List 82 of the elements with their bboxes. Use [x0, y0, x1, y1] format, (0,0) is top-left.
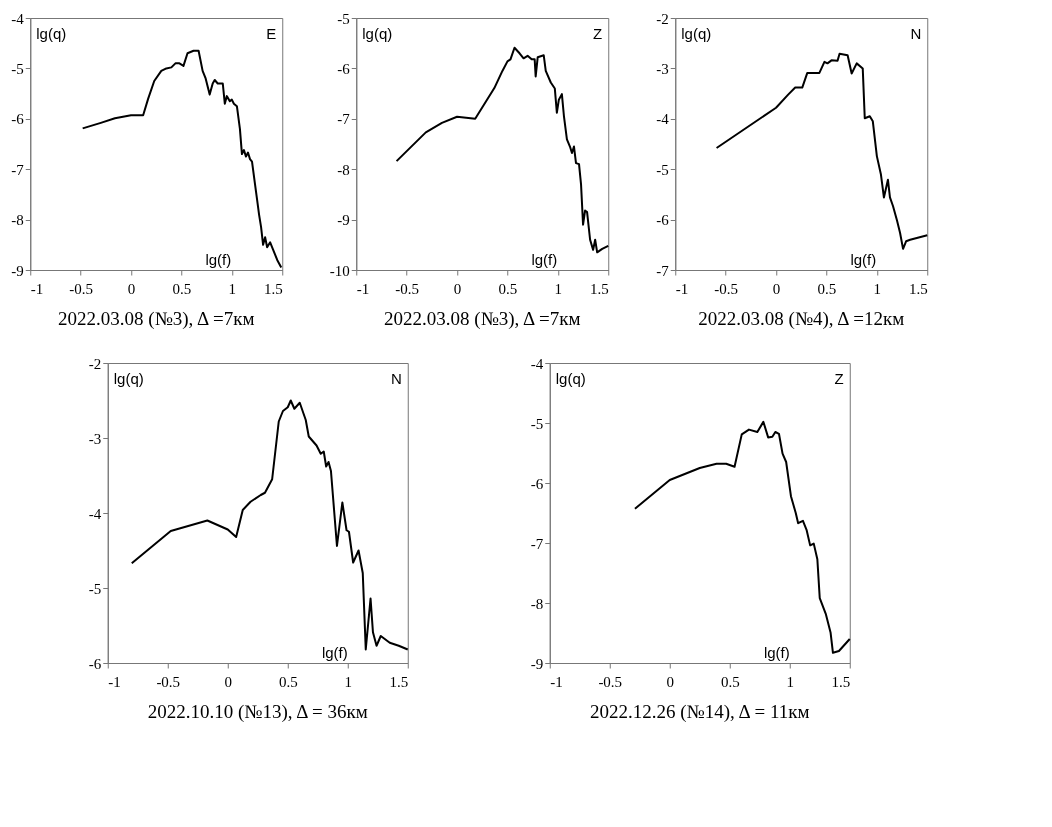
y-tick-label: -3	[656, 60, 669, 77]
annotation: lg(q)	[362, 25, 393, 42]
y-tick-label: -3	[88, 430, 102, 447]
y-tick-label: -5	[11, 60, 24, 77]
y-tick-label: -4	[11, 10, 25, 27]
y-tick-label: -4	[88, 505, 102, 522]
x-tick-label: 0	[127, 280, 136, 297]
x-tick-label: 1	[873, 280, 882, 297]
y-tick-label: -8	[11, 212, 24, 229]
y-tick-label: -5	[88, 580, 102, 597]
y-tick-label: -6	[530, 475, 544, 492]
annotation: N	[910, 25, 922, 42]
x-tick-label: 0	[453, 280, 462, 297]
x-tick-label: 0	[666, 673, 674, 690]
y-tick-label: -2	[88, 355, 102, 372]
x-tick-label: -1	[108, 673, 121, 690]
y-tick-label: -6	[337, 60, 351, 77]
y-tick-label: -5	[530, 415, 544, 432]
y-tick-label: -4	[530, 355, 544, 372]
y-tick-label: -7	[656, 262, 670, 279]
annotation: lg(q)	[681, 25, 712, 42]
y-tick-label: -7	[530, 535, 544, 552]
annotation: E	[266, 25, 277, 42]
x-tick-label: 1.5	[389, 673, 409, 690]
x-tick-label: -1	[30, 280, 44, 297]
annotation: lg(f)	[850, 251, 877, 268]
x-tick-label: -0.5	[395, 280, 420, 297]
x-tick-label: 1.5	[831, 673, 851, 690]
x-tick-label: 0.5	[172, 280, 192, 297]
x-tick-label: 0.5	[498, 280, 518, 297]
y-tick-label: -5	[337, 10, 350, 27]
y-tick-label: -8	[337, 161, 350, 178]
x-tick-label: 1.5	[264, 280, 283, 297]
y-tick-label: -6	[88, 655, 102, 672]
annotation: lg(f)	[321, 644, 348, 661]
x-tick-label: 0	[224, 673, 232, 690]
y-tick-label: -6	[656, 212, 670, 229]
x-tick-label: 1.5	[909, 280, 928, 297]
annotation: lg(f)	[531, 251, 558, 268]
y-tick-label: -5	[656, 161, 669, 178]
x-tick-label: -0.5	[156, 673, 181, 690]
x-tick-label: 1	[228, 280, 237, 297]
y-tick-label: -10	[329, 262, 350, 279]
y-tick-label: -9	[337, 212, 350, 229]
annotation: lg(q)	[36, 25, 67, 42]
y-tick-label: -6	[11, 111, 25, 128]
x-tick-label: 0.5	[278, 673, 298, 690]
annotation: lg(f)	[205, 251, 232, 268]
x-tick-label: -0.5	[714, 280, 739, 297]
x-tick-label: 1	[786, 673, 794, 690]
annotation: Z	[834, 370, 844, 387]
x-tick-label: -1	[550, 673, 563, 690]
annotation: Z	[593, 25, 603, 42]
y-tick-label: -7	[337, 111, 351, 128]
y-tick-label: -4	[656, 111, 670, 128]
x-tick-label: 1.5	[590, 280, 609, 297]
x-tick-label: -0.5	[69, 280, 94, 297]
x-tick-label: 0	[772, 280, 781, 297]
y-tick-label: -9	[11, 262, 24, 279]
text: 2022.03.08 (№4), Δ =12км	[698, 308, 905, 330]
y-tick-label: -7	[11, 161, 25, 178]
text: 2022.10.10 (№13), Δ = 36км	[147, 701, 368, 723]
x-tick-label: -0.5	[598, 673, 623, 690]
text: 2022.03.08 (№3), Δ =7км	[58, 308, 255, 330]
y-tick-label: -2	[656, 10, 669, 27]
x-tick-label: 0.5	[720, 673, 740, 690]
x-tick-label: 1	[344, 673, 352, 690]
text: 2022.12.26 (№14), Δ = 11км	[590, 701, 810, 723]
line-series	[395, 46, 610, 254]
line-series	[81, 49, 283, 269]
text: 2022.03.08 (№3), Δ =7км	[384, 308, 581, 330]
annotation: N	[390, 370, 402, 387]
line-series	[715, 52, 929, 250]
y-tick-label: -8	[530, 595, 544, 612]
x-tick-label: 1	[554, 280, 563, 297]
x-tick-label: -1	[356, 280, 370, 297]
y-tick-label: -9	[530, 655, 544, 672]
annotation: lg(f)	[763, 644, 790, 661]
x-tick-label: 0.5	[817, 280, 837, 297]
annotation: lg(q)	[555, 370, 586, 387]
x-tick-label: -1	[675, 280, 689, 297]
annotation: lg(q)	[113, 370, 144, 387]
